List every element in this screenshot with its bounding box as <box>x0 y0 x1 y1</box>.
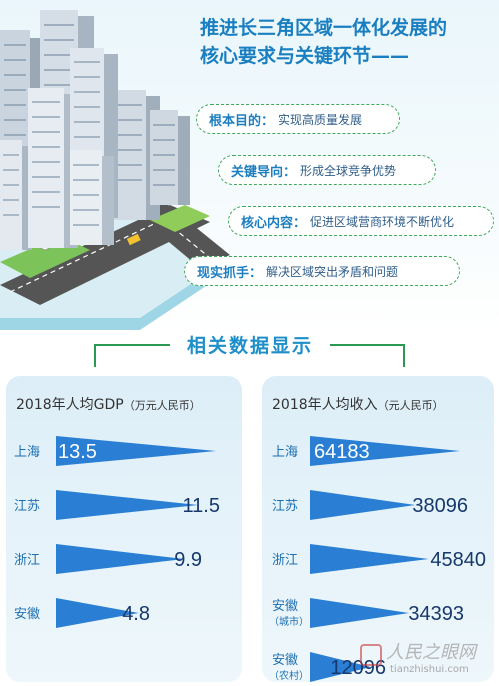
watermark-seal-icon <box>360 644 382 666</box>
gdp-unit: （万元人民币） <box>123 399 201 412</box>
point-orientation: 关键导向： 形成全球竞争优势 <box>218 155 436 185</box>
value-label: 64183 <box>314 441 370 463</box>
category-note: （城市） <box>269 615 309 628</box>
bar-2 <box>310 544 429 574</box>
bar-1 <box>310 490 416 520</box>
category-label: 江苏 <box>14 498 40 513</box>
value-label: 4.8 <box>122 603 150 625</box>
gdp-panel: 2018年人均GDP（万元人民币） 上海 13.5 江苏 11.5 浙江 9.9 安徽 4.8 <box>6 376 242 682</box>
section-divider-icon <box>94 344 405 367</box>
value-label: 34393 <box>408 603 464 625</box>
category-label: 上海 <box>272 444 298 459</box>
gdp-bars: 上海 13.5 江苏 11.5 浙江 9.9 安徽 4.8 <box>14 436 220 628</box>
value-label: 13.5 <box>58 441 97 463</box>
point-key: 根本目的： <box>209 113 275 129</box>
value-label: 45840 <box>430 549 486 571</box>
title-line-1: 推进长三角区域一体化发展的 <box>200 17 448 39</box>
section-title: 相关数据显示 <box>186 335 313 357</box>
watermark-url: tianzhishui.com <box>390 664 469 675</box>
watermark-text: 人民之眼网 <box>386 642 476 663</box>
category-note: （农村） <box>269 669 309 682</box>
category-label: 安徽 <box>14 606 40 621</box>
value-label: 11.5 <box>183 495 220 517</box>
point-value: 形成全球竞争优势 <box>300 163 397 178</box>
income-panel: 2018年人均收入（元人民币） 上海 64183 江苏 38096 浙江 45840 安徽 （… <box>262 376 494 682</box>
watermark: 人民之眼网 tianzhishui.com <box>360 636 496 682</box>
income-title-text: 2018年人均收入 <box>272 397 378 413</box>
category-label: 浙江 <box>272 552 298 567</box>
point-value: 解决区域突出矛盾和问题 <box>266 264 399 279</box>
bar-0 <box>310 436 460 466</box>
gdp-chart-title: 2018年人均GDP（万元人民币） <box>16 394 201 414</box>
bar-0 <box>56 436 216 466</box>
bar-3 <box>310 598 409 628</box>
category-label: 安徽 <box>272 598 298 613</box>
point-key: 核心内容： <box>241 215 307 231</box>
category-label: 上海 <box>14 444 40 459</box>
point-key: 关键导向： <box>231 164 297 180</box>
income-bars: 上海 64183 江苏 38096 浙江 45840 安徽 （城市） 34393 安徽 （农村） 12… <box>269 436 486 682</box>
gdp-title-text: 2018年人均GDP <box>16 397 124 413</box>
point-key: 现实抓手： <box>197 265 263 281</box>
city-illustration-icon <box>0 10 230 330</box>
bar-1 <box>56 490 199 520</box>
bar-3 <box>56 598 139 628</box>
category-label: 浙江 <box>14 552 40 567</box>
point-approach: 现实抓手： 解决区域突出矛盾和问题 <box>184 256 460 286</box>
point-content: 核心内容： 促进区域营商环境不断优化 <box>228 206 494 236</box>
point-value: 实现高质量发展 <box>278 112 363 127</box>
category-label: 安徽 <box>272 652 298 667</box>
bar-2 <box>56 544 184 574</box>
income-chart-title: 2018年人均收入（元人民币） <box>272 394 444 414</box>
value-label: 38096 <box>412 495 468 517</box>
title-line-2: 核心要求与关键环节—— <box>200 45 410 67</box>
point-value: 促进区域营商环境不断优化 <box>310 214 455 229</box>
value-label: 9.9 <box>174 549 202 571</box>
bar-4 <box>310 652 371 682</box>
income-unit: （元人民币） <box>377 399 444 412</box>
category-label: 江苏 <box>272 498 298 513</box>
value-label: 12096 <box>330 657 386 679</box>
page-title: 推进长三角区域一体化发展的 核心要求与关键环节—— <box>200 14 495 70</box>
point-purpose: 根本目的： 实现高质量发展 <box>196 104 400 134</box>
